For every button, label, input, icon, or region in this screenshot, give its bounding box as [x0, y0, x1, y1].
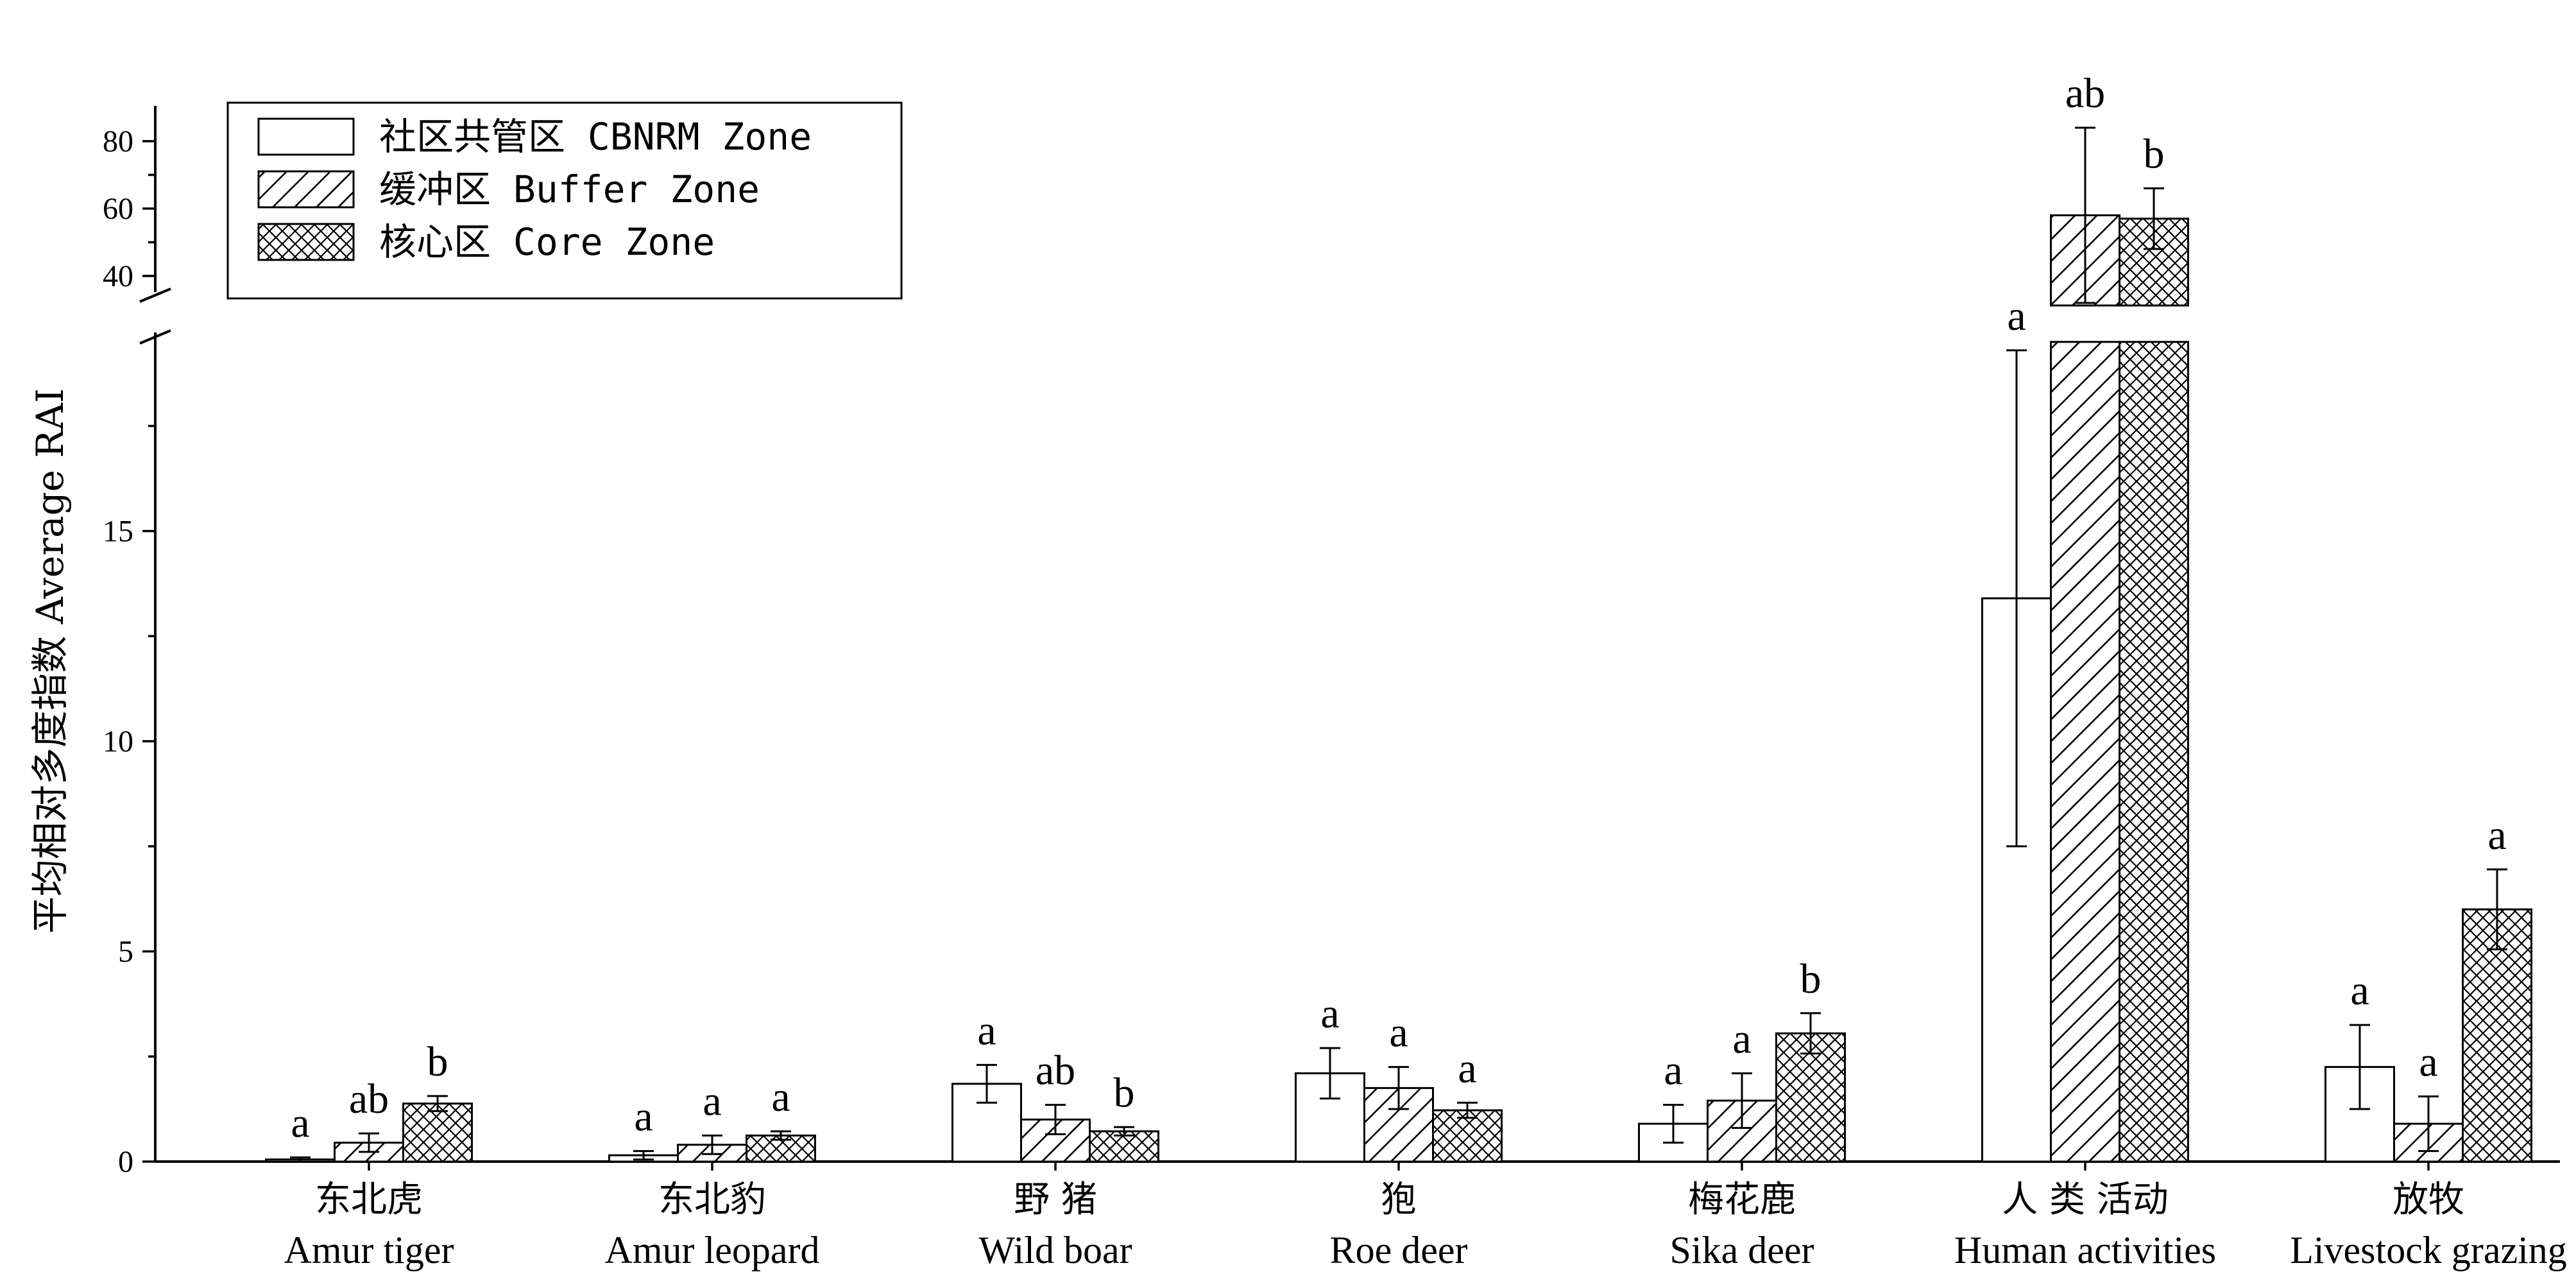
significance-label: a	[1320, 990, 1339, 1037]
y-tick-label: 40	[103, 259, 133, 293]
significance-label: a	[2419, 1038, 2437, 1085]
legend-swatch	[257, 223, 355, 261]
bar	[2050, 341, 2120, 1163]
legend-swatch	[257, 170, 355, 209]
significance-label: ab	[2065, 70, 2105, 117]
bar	[1775, 1032, 1846, 1163]
significance-label: a	[634, 1094, 653, 1140]
legend-label: 缓冲区 Buffer Zone	[379, 167, 760, 211]
legend: 社区共管区 CBNRM Zone 缓冲区 Buffer Zone 核心区 Core …	[226, 101, 903, 300]
bar	[2119, 341, 2189, 1163]
x-tick-label-cn: 梅花鹿	[1688, 1179, 1796, 1221]
bar	[2462, 908, 2532, 1163]
significance-label: a	[1458, 1045, 1476, 1092]
bars-layer	[265, 126, 2532, 1163]
x-tick-label-cn: 人 类 活动	[2002, 1179, 2169, 1221]
significance-label: ab	[1036, 1047, 1075, 1094]
x-tick-label-en: Roe deer	[1330, 1229, 1468, 1271]
significance-label: b	[1114, 1069, 1135, 1116]
x-tick-label-en: Wild boar	[978, 1229, 1132, 1271]
x-tick-label-cn: 东北虎	[315, 1179, 423, 1221]
significance-label: a	[291, 1099, 309, 1146]
x-tick-label-en: Sika deer	[1670, 1229, 1814, 1271]
x-tick-label-cn: 放牧	[2393, 1179, 2464, 1221]
significance-label: a	[2007, 293, 2026, 339]
y-tick-label: 60	[103, 192, 133, 226]
significance-label: a	[1664, 1047, 1682, 1094]
bar	[402, 1103, 473, 1163]
legend-label: 核心区 Core Zone	[379, 220, 715, 264]
y-axis-title: 平均相对多度指数 Average RAI	[28, 388, 72, 934]
y-tick-label: 80	[103, 125, 133, 159]
x-tick-label-en: Amur tiger	[284, 1229, 454, 1271]
legend-swatch	[257, 117, 355, 156]
significance-label: ab	[349, 1076, 389, 1122]
y-axis-break-mark	[139, 329, 171, 345]
x-tick-label-en: Livestock grazing	[2290, 1229, 2567, 1271]
significance-label: b	[427, 1038, 448, 1085]
bar	[1432, 1109, 1503, 1163]
significance-label: a	[1389, 1009, 1408, 1056]
significance-label: b	[2144, 131, 2165, 178]
significance-label: a	[977, 1007, 996, 1054]
significance-label: a	[2487, 812, 2506, 859]
x-tick-label-cn: 狍	[1381, 1179, 1417, 1221]
legend-label: 社区共管区 CBNRM Zone	[379, 115, 812, 159]
x-tick-label-en: Human activities	[1954, 1229, 2216, 1271]
y-tick-label: 15	[103, 515, 133, 549]
significance-label: a	[771, 1074, 790, 1121]
labels-layer: 0 5 10 15 40 60 80 平均相对多度指数 Average RAI 东北虎 Amur …	[28, 70, 2567, 1271]
y-tick-label: 5	[118, 935, 133, 969]
significance-label: b	[1800, 956, 1821, 1002]
y-tick-label: 10	[103, 725, 133, 759]
significance-label: a	[703, 1078, 721, 1124]
x-tick-label-cn: 东北豹	[658, 1179, 766, 1221]
significance-label: a	[1732, 1015, 1751, 1062]
y-tick-label: 0	[118, 1145, 133, 1179]
x-tick-label-cn: 野 猪	[1014, 1179, 1097, 1221]
x-tick-label-en: Amur leopard	[605, 1229, 820, 1271]
y-axis-break-mark	[139, 288, 171, 303]
significance-label: a	[2350, 967, 2369, 1014]
